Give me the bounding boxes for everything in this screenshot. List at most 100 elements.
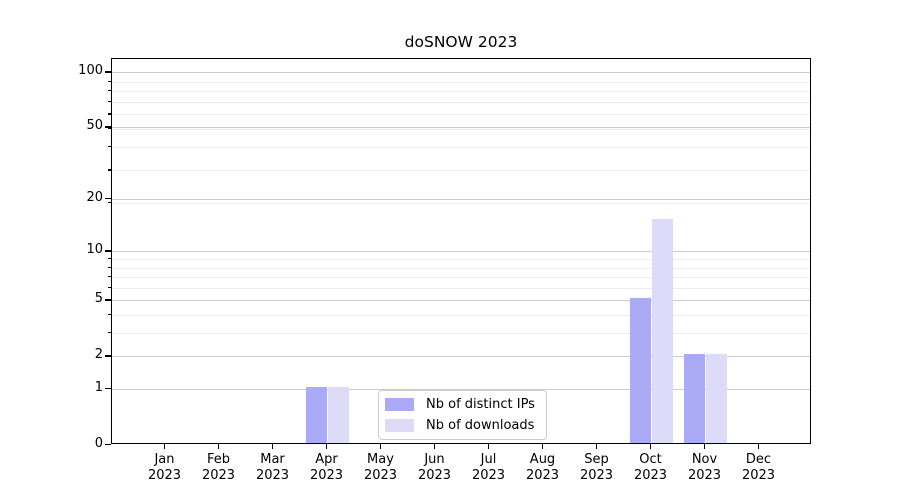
y-tick-label: 2 — [94, 347, 103, 363]
y-tick — [105, 250, 111, 252]
x-tick-year: 2023 — [687, 467, 722, 483]
gridline-minor — [112, 315, 810, 316]
x-tick-label: Jul 2023 — [457, 452, 521, 483]
y-minor-tick — [107, 146, 111, 148]
y-tick-label: 0 — [94, 436, 103, 451]
gridline-minor — [112, 91, 810, 93]
x-tick — [541, 444, 544, 449]
gridline-minor — [112, 259, 810, 261]
gridline-minor — [112, 170, 810, 172]
x-tick — [703, 444, 706, 449]
x-tick — [271, 444, 274, 449]
y-tick — [105, 355, 111, 357]
y-minor-tick — [107, 80, 111, 82]
x-tick — [433, 444, 436, 449]
x-tick-month: Sep — [584, 452, 609, 467]
y-minor-tick — [107, 90, 111, 92]
y-tick — [105, 388, 111, 390]
x-tick-year: 2023 — [201, 467, 236, 483]
gridline-major — [112, 127, 810, 129]
x-tick-month: Apr — [315, 452, 338, 467]
gridline-minor — [112, 114, 810, 116]
x-tick-month: Oct — [639, 452, 662, 467]
x-tick-month: Jul — [480, 452, 497, 467]
legend-swatch-downloads — [385, 419, 414, 432]
y-tick — [105, 198, 111, 200]
x-tick-label: Mar 2023 — [241, 452, 305, 483]
x-tick-year: 2023 — [417, 467, 452, 483]
x-tick — [379, 444, 382, 449]
y-tick-label: 5 — [94, 291, 103, 307]
y-tick — [105, 71, 111, 73]
x-tick-year: 2023 — [471, 467, 506, 483]
x-tick — [757, 444, 760, 449]
x-tick — [595, 444, 598, 449]
gridline-major — [112, 389, 810, 391]
gridline-major — [112, 356, 810, 358]
x-tick-month: Aug — [529, 452, 556, 467]
legend-label-distinct-ips: Nb of distinct IPs — [426, 397, 535, 412]
gridline-major — [112, 72, 810, 74]
x-tick-year: 2023 — [309, 467, 344, 483]
y-minor-tick — [107, 100, 111, 103]
y-tick-label: 100 — [78, 63, 103, 79]
y-minor-tick — [107, 113, 111, 115]
y-minor-tick — [107, 128, 111, 130]
x-tick-label: May 2023 — [349, 452, 413, 483]
x-tick — [325, 444, 328, 449]
y-tick-label: 20 — [86, 190, 103, 206]
x-tick-label: Dec 2023 — [727, 452, 791, 483]
x-tick-label: Jan 2023 — [133, 452, 197, 483]
y-minor-tick — [107, 286, 111, 289]
x-tick-month: Mar — [260, 452, 285, 467]
gridline-major — [112, 251, 810, 253]
x-tick — [649, 444, 652, 449]
x-tick — [487, 444, 490, 449]
x-tick — [163, 444, 166, 449]
x-tick-year: 2023 — [255, 467, 290, 483]
x-tick-year: 2023 — [741, 467, 776, 483]
bar-oct-distinct-ips — [629, 298, 652, 443]
gridline-minor — [112, 267, 810, 269]
x-tick-year: 2023 — [525, 467, 560, 483]
y-tick-label: 1 — [94, 380, 103, 396]
x-tick-label: Sep 2023 — [565, 452, 629, 483]
x-tick-year: 2023 — [579, 467, 614, 483]
gridline-major — [112, 300, 810, 302]
x-tick-month: Nov — [691, 452, 718, 467]
y-tick — [105, 126, 111, 128]
bar-apr-downloads — [327, 387, 350, 443]
plot-area — [111, 58, 811, 444]
y-tick — [105, 444, 111, 446]
x-tick-month: Jun — [424, 452, 445, 467]
x-tick-month: Feb — [206, 452, 231, 467]
chart-title: doSNOW 2023 — [404, 33, 518, 51]
legend: Nb of distinct IPs Nb of downloads — [378, 390, 547, 440]
x-tick-month: May — [367, 452, 394, 467]
x-tick-label: Feb 2023 — [187, 452, 251, 483]
gridline-minor — [112, 147, 810, 149]
x-tick-month: Jan — [154, 452, 175, 467]
y-minor-tick — [107, 314, 111, 316]
gridline-major — [112, 199, 810, 201]
x-tick-label: Aug 2023 — [511, 452, 575, 483]
bar-apr-distinct-ips — [305, 387, 328, 443]
y-tick — [105, 299, 111, 301]
x-tick-label: Apr 2023 — [295, 452, 359, 483]
y-minor-tick — [107, 332, 111, 334]
y-tick-label: 10 — [86, 242, 103, 258]
legend-label-downloads: Nb of downloads — [426, 418, 535, 433]
legend-row: Nb of downloads — [385, 418, 538, 433]
gridline-minor — [112, 333, 810, 335]
x-tick-year: 2023 — [363, 467, 398, 483]
legend-swatch-distinct-ips — [385, 398, 414, 411]
bar-nov-downloads — [705, 354, 728, 443]
legend-row: Nb of distinct IPs — [385, 397, 538, 412]
y-minor-tick — [107, 258, 111, 260]
y-minor-tick — [107, 169, 111, 171]
x-tick-label: Oct 2023 — [619, 452, 683, 483]
bar-nov-distinct-ips — [683, 354, 706, 443]
bar-oct-downloads — [651, 219, 674, 443]
x-tick-month: Dec — [745, 452, 772, 467]
